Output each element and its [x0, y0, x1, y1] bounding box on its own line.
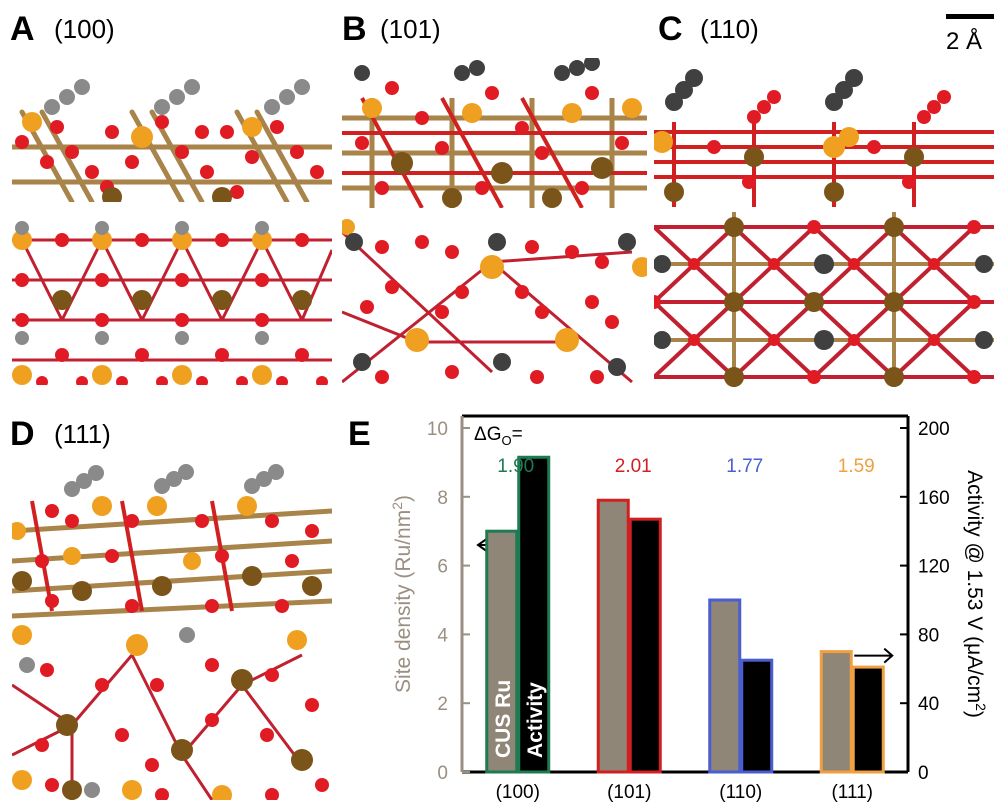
panel-a-facet: (100): [54, 14, 115, 44]
dg-header-label: ΔGO=: [474, 424, 523, 448]
right-y-tick-label: 200: [918, 419, 950, 440]
panel-a-side-view: [12, 79, 332, 202]
left-y-tick-label: 2: [437, 694, 448, 715]
dg-value-label: 2.01: [615, 456, 652, 477]
left-y-tick-label: 0: [437, 763, 448, 784]
panel-a: A (100): [0, 0, 335, 392]
site-density-bar: [596, 498, 630, 774]
panel-c-side-view: [654, 69, 994, 207]
panel-c-top-view: [654, 212, 994, 387]
site-density-bar: [708, 598, 742, 774]
panel-d-facet: (111): [54, 419, 111, 449]
activity-bar: [740, 658, 774, 774]
cus-ru-label: CUS Ru: [492, 680, 515, 758]
panel-d-letter: D: [10, 415, 35, 453]
left-y-tick-label: 4: [437, 625, 448, 646]
dg-value-label: 1.90: [497, 456, 534, 477]
chart-axes: [460, 414, 910, 774]
activity-bar: [851, 665, 885, 774]
x-tick-label: (100): [496, 782, 540, 802]
x-tick-label: (101): [607, 782, 651, 802]
site-density-bar: [819, 650, 853, 774]
panel-d: D (111): [0, 405, 335, 802]
panel-b-facet: (101): [380, 14, 441, 44]
activity-bar: [628, 517, 662, 774]
left-y-axis-title: Site density (Ru/nm2): [389, 495, 415, 693]
chart-bars: [485, 455, 885, 774]
x-tick-label: (111): [831, 782, 873, 802]
left-axis-arrowhead: [476, 537, 489, 553]
activity-bar: [517, 455, 551, 774]
dg-value-label: 1.59: [838, 456, 875, 477]
activity-label: Activity: [524, 682, 547, 758]
right-y-tick-label: 40: [918, 694, 939, 715]
right-y-axis-title: Activity @ 1.53 V (μA/cm2): [963, 470, 989, 718]
panel-b-letter: B: [342, 10, 367, 48]
left-y-tick-label: 10: [427, 419, 448, 440]
site-density-bar: [485, 529, 519, 774]
panel-d-side-view: [12, 464, 332, 619]
scale-bar-label: 2 Å: [946, 28, 983, 55]
panel-e-letter: E: [348, 415, 371, 453]
x-tick-label: (110): [719, 782, 762, 802]
panel-d-top-view: [12, 625, 329, 800]
panel-c-facet: (110): [700, 14, 759, 44]
panel-d-divider: [12, 621, 332, 624]
left-y-tick-label: 8: [437, 488, 448, 509]
panel-a-top-view: [12, 221, 332, 385]
dg-value-label: 1.77: [726, 456, 763, 477]
panel-b: B (101): [336, 0, 647, 392]
panel-b-top-view: [342, 219, 647, 384]
scale-bar: [946, 14, 994, 19]
right-y-tick-label: 80: [918, 625, 939, 646]
right-y-tick-label: 120: [918, 557, 950, 578]
panel-b-side-view: [342, 58, 647, 208]
panel-c: C (110) 2 Å: [650, 0, 997, 392]
right-y-tick-label: 160: [918, 488, 950, 509]
left-y-tick-label: 6: [437, 557, 448, 578]
right-axis-arrowhead: [883, 647, 894, 664]
panel-a-letter: A: [10, 10, 35, 48]
panel-c-letter: C: [658, 10, 683, 48]
chart-labels: 0 2 4 6 8 10 0 40 80 120 160 200 (100) 1.90 (101) 2.01 (…: [389, 419, 989, 802]
right-y-tick-label: 0: [918, 763, 929, 784]
